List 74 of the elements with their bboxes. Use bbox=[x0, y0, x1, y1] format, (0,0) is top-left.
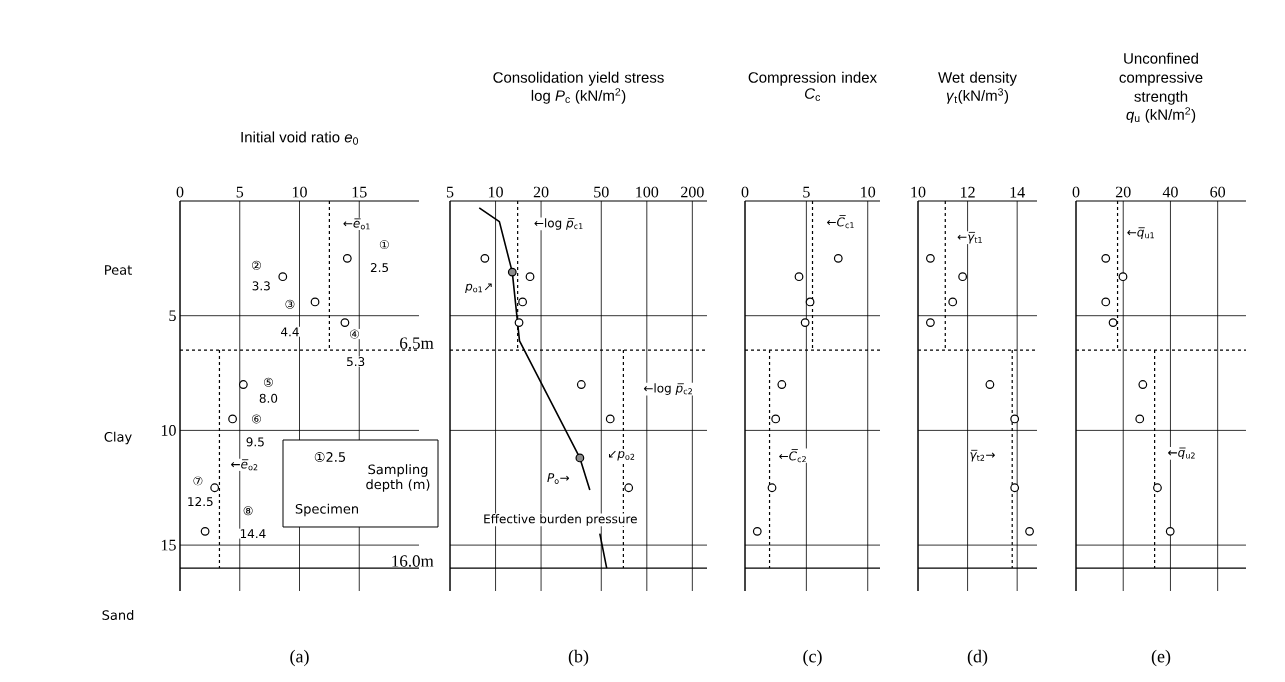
text: Peat bbox=[105, 265, 132, 275]
annotation: ③ bbox=[285, 299, 295, 309]
chart-subtitle: γ$_{t}$(kN/m$^{3}$) bbox=[946, 88, 1009, 104]
annotation: 12.5 bbox=[188, 496, 213, 507]
x-tick-label: 200 bbox=[681, 186, 704, 198]
x-tick-label: 60 bbox=[1210, 186, 1226, 198]
annotation: ⑥ bbox=[252, 414, 261, 424]
annotation: 2.5 bbox=[370, 262, 389, 273]
annotation: 8.0 bbox=[259, 393, 278, 403]
annotation: ⑤ bbox=[263, 377, 273, 387]
annotation: ←log p̅$_{c2}$ bbox=[643, 383, 692, 395]
x-tick-label: 20 bbox=[533, 186, 549, 198]
annotation: 4.4 bbox=[280, 327, 299, 337]
annotation: γ̅$_{t2}$→ bbox=[970, 449, 995, 462]
chart-title: Initial void ratio e$_{0}$ bbox=[241, 131, 359, 145]
x-tick-label: 0 bbox=[741, 186, 749, 198]
x-axis-title: (a) bbox=[290, 649, 309, 667]
x-tick-label: 12 bbox=[961, 186, 975, 198]
chart-title: Compression index bbox=[748, 71, 877, 86]
x-tick-label: 50 bbox=[594, 186, 609, 198]
x-tick-label: 20 bbox=[1115, 186, 1131, 198]
chart-title: Wet density bbox=[938, 71, 1017, 86]
chart-subtitle: log P$_{c}$ (kN/m$^{2}$) bbox=[531, 88, 626, 104]
annotation: ① bbox=[379, 240, 389, 250]
annotation: 3.3 bbox=[252, 281, 270, 291]
x-tick-label: 0 bbox=[1072, 186, 1080, 198]
annotation: ←C̅$_{c2}$ bbox=[779, 449, 806, 463]
annotation: ←e̅$_{o1}$ bbox=[343, 218, 370, 230]
annotation: ←q̅$_{u1}$ bbox=[1127, 227, 1154, 239]
y-tick-label: 15 bbox=[161, 539, 176, 551]
annotation: p$_{o1}$↗ bbox=[465, 283, 492, 293]
x-tick-label: 10 bbox=[292, 186, 307, 198]
x-tick-label: 5 bbox=[236, 186, 244, 198]
annotation: 9.5 bbox=[246, 437, 264, 447]
x-axis-title: (b) bbox=[568, 649, 589, 667]
annotation: ② bbox=[252, 260, 261, 270]
text: Sand bbox=[102, 609, 134, 621]
annotation: ⑧ bbox=[243, 506, 253, 516]
annotation: P$_{o}$→ bbox=[547, 473, 570, 484]
x-tick-label: 5 bbox=[446, 186, 454, 198]
x-tick-label: 5 bbox=[803, 186, 810, 198]
annotation: 14.4 bbox=[240, 529, 266, 539]
annotation: ⑦ bbox=[193, 476, 203, 486]
x-tick-label: 10 bbox=[488, 186, 503, 198]
y-tick-label: 10 bbox=[161, 425, 176, 436]
ref-line-label: 16.0m bbox=[392, 555, 434, 567]
annotation: Specimen bbox=[295, 503, 358, 517]
annotation: ←γ̅$_{t1}$ bbox=[957, 231, 982, 244]
x-tick-label: 0 bbox=[176, 186, 184, 198]
annotation: ←C̅$_{c1}$ bbox=[827, 215, 854, 229]
annotation: ←q̅$_{u2}$ bbox=[1168, 447, 1195, 460]
annotation: ←log p̅$_{c1}$ bbox=[534, 218, 583, 230]
x-tick-label: 14 bbox=[1010, 186, 1025, 198]
ref-line-label: 6.5m bbox=[400, 337, 434, 349]
x-tick-label: 10 bbox=[911, 186, 926, 198]
annotation: ①2.5 bbox=[314, 452, 346, 462]
chart-subtitle: q$_{u}$ (kN/m$^{2}$) bbox=[1126, 107, 1196, 123]
annotation: 5.3 bbox=[347, 357, 365, 367]
x-tick-label: 15 bbox=[352, 186, 367, 198]
annotation: ↙p$_{o2}$ bbox=[608, 450, 635, 461]
annotation: Sampling depth (m) bbox=[366, 464, 430, 492]
x-tick-label: 40 bbox=[1162, 186, 1178, 198]
chart-subtitle: C$_{c}$ bbox=[805, 88, 821, 101]
x-axis-title: (c) bbox=[803, 649, 822, 667]
annotation: ←e̅$_{o2}$ bbox=[231, 459, 258, 471]
annotation: ④ bbox=[349, 329, 359, 339]
x-tick-label: 100 bbox=[636, 186, 659, 198]
x-axis-title: (e) bbox=[1151, 649, 1171, 667]
text: Clay bbox=[104, 431, 132, 445]
y-tick-label: 5 bbox=[169, 310, 176, 322]
x-tick-label: 10 bbox=[861, 186, 876, 198]
x-axis-title: (d) bbox=[967, 649, 988, 667]
chart-title: Consolidation yield stress bbox=[493, 71, 664, 86]
annotation: Effective burden pressure bbox=[484, 514, 637, 526]
